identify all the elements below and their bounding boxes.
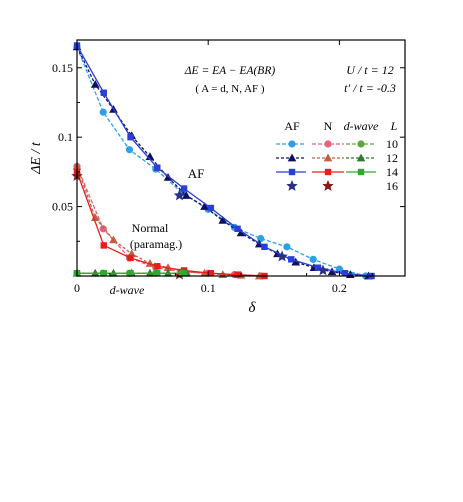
data-point-af-12 [218, 216, 228, 224]
label-normal: Normal [132, 221, 169, 235]
series-line-n-14 [76, 171, 265, 277]
series-line-af-12 [76, 46, 369, 277]
y-tick-label: 0.1 [58, 130, 73, 144]
data-point-af-10 [283, 243, 291, 251]
legend: AF N d-wave L 10 12 14 16 [276, 119, 398, 193]
label-af: AF [188, 166, 205, 181]
legend-header-dwave: d-wave [344, 119, 379, 133]
data-point-af-16 [276, 250, 288, 262]
formula-annotation: ΔE = EA − EA(BR) [184, 65, 276, 77]
legend-header-n: N [324, 119, 333, 133]
x-tick-label: 0 [74, 281, 80, 295]
data-point-dwave-14 [100, 270, 107, 277]
data-point-n-14 [207, 270, 215, 277]
legend-marker-dwave-14 [357, 168, 365, 176]
legend-row-16: 16 [386, 179, 398, 193]
data-point-af-14 [127, 133, 134, 141]
legend-row-12: 12 [386, 151, 398, 165]
legend-marker-af-16 [286, 180, 298, 191]
data-point-af-12 [90, 80, 100, 88]
legend-marker-af-10 [288, 140, 296, 148]
legend-symbols [276, 140, 376, 191]
series-line-af-10 [76, 46, 366, 277]
formula-subtitle: ( A = d, N, AF ) [195, 83, 264, 95]
data-point-af-14 [288, 256, 295, 263]
data-point-af-10 [125, 146, 134, 154]
legend-marker-n-10 [324, 140, 332, 148]
data-point-n-12 [109, 235, 118, 244]
data-point-af-14 [154, 164, 161, 171]
legend-marker-n-12 [323, 153, 333, 162]
series-af-10 [73, 43, 370, 280]
data-point-af-14 [207, 204, 215, 212]
data-point-af-10 [309, 255, 317, 263]
data-point-af-14 [234, 225, 241, 232]
x-axis-label: δ [249, 300, 257, 316]
parameter-t: t′ / t = -0.3 [344, 81, 396, 95]
data-point-af-14 [341, 270, 348, 277]
x-tick-label: 0.1 [201, 281, 216, 295]
label-dwave: d-wave [110, 283, 145, 297]
legend-header-l: L [390, 119, 398, 133]
x-tick-label: 0.2 [332, 281, 347, 295]
data-point-af-14 [314, 264, 322, 271]
label-paramag: (paramag.) [130, 237, 182, 251]
legend-marker-dwave-10 [357, 140, 365, 148]
data-point-af-12 [200, 202, 209, 210]
data-point-af-16 [173, 189, 186, 201]
data-point-n-14 [234, 271, 241, 278]
data-point-af-14 [180, 185, 188, 192]
data-point-dwave-14 [127, 270, 134, 277]
data-point-af-16 [317, 264, 329, 276]
data-point-dwave-14 [180, 270, 188, 277]
ticks-layer: 0 0.1 0.2 0.05 0.1 0.15 [52, 40, 405, 295]
y-tick-label: 0.15 [52, 61, 73, 75]
legend-header-af: AF [284, 119, 300, 133]
data-point-n-14 [100, 242, 107, 249]
data-point-n-14 [154, 263, 161, 270]
series-af-16 [173, 189, 329, 276]
y-tick-label: 0.05 [52, 200, 73, 214]
data-point-af-12 [181, 191, 191, 199]
legend-marker-n-16 [322, 180, 334, 191]
data-point-dwave-14 [154, 270, 161, 277]
data-point-af-10 [257, 234, 265, 243]
legend-marker-dwave-12 [356, 153, 366, 162]
y-axis-label: ΔE / t [29, 141, 44, 175]
series-n-14 [73, 168, 268, 280]
data-point-n-14 [127, 254, 134, 262]
legend-row-14: 14 [386, 165, 398, 179]
legend-marker-n-14 [324, 168, 332, 176]
series-line-n-10 [76, 166, 261, 277]
data-point-af-14 [100, 89, 107, 96]
data-point-af-14 [261, 243, 268, 251]
legend-marker-af-14 [288, 168, 296, 176]
legend-row-10: 10 [386, 137, 398, 151]
parameter-u: U / t = 12 [346, 63, 393, 77]
legend-marker-af-12 [287, 153, 297, 162]
data-point-af-10 [99, 108, 107, 116]
